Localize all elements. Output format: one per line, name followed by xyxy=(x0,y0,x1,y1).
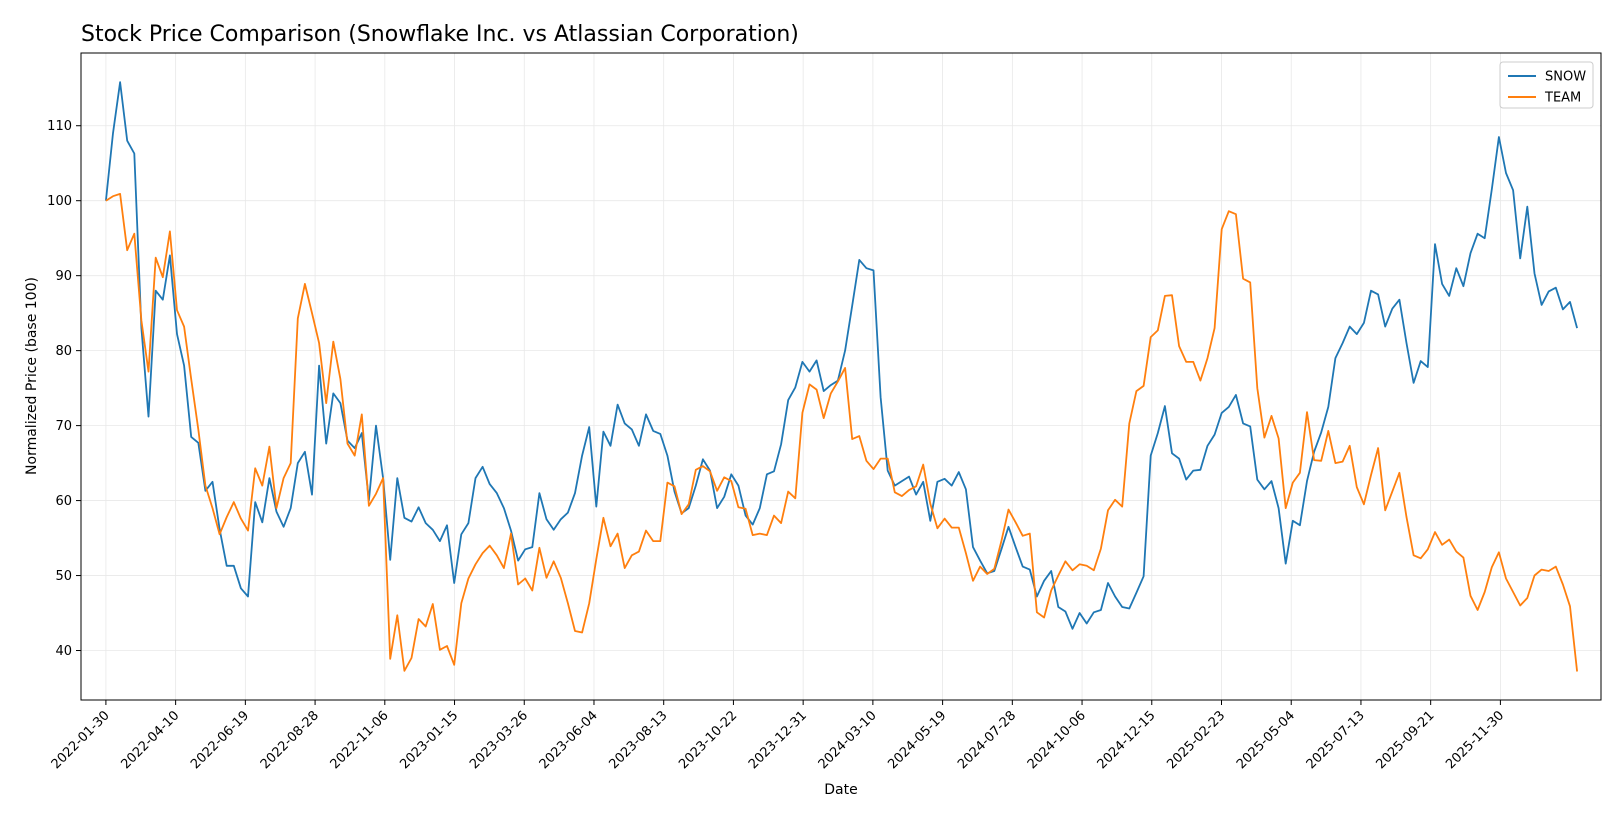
x-tick-label: 2025-05-04 xyxy=(1234,708,1298,772)
y-tick-label: 110 xyxy=(47,119,72,134)
x-tick-label: 2023-01-15 xyxy=(397,708,461,772)
x-tick-label: 2023-08-13 xyxy=(606,708,670,772)
legend-label-team: TEAM xyxy=(1544,91,1581,106)
plot-area xyxy=(80,52,1602,701)
x-tick-label: 2024-10-06 xyxy=(1025,708,1089,772)
x-tick-label: 2024-03-10 xyxy=(816,708,880,772)
y-axis-label: Normalized Price (base 100) xyxy=(24,277,40,475)
x-tick-label: 2025-09-21 xyxy=(1373,708,1437,772)
grid xyxy=(81,53,1601,700)
y-tick-label: 70 xyxy=(55,419,72,434)
y-tick-label: 40 xyxy=(55,644,72,659)
y-tick-label: 100 xyxy=(47,194,72,209)
series-line-team xyxy=(105,192,1578,672)
x-tick-label: 2022-01-30 xyxy=(49,708,113,772)
series-line-snow xyxy=(105,81,1578,630)
x-tick-label: 2022-06-19 xyxy=(188,708,252,772)
y-tick-label: 60 xyxy=(55,494,72,509)
x-tick-label: 2023-03-26 xyxy=(467,708,531,772)
y-tick-label: 80 xyxy=(55,344,72,359)
y-tick-label: 50 xyxy=(55,569,72,584)
series-lines xyxy=(105,81,1578,672)
legend: SNOW TEAM xyxy=(1499,61,1594,109)
x-tick-label: 2022-04-10 xyxy=(118,708,182,772)
x-tick-label: 2024-07-28 xyxy=(955,708,1019,772)
x-tick-label: 2022-11-06 xyxy=(328,708,392,772)
x-tick-label: 2023-06-04 xyxy=(537,708,601,772)
x-tick-label: 2022-08-28 xyxy=(258,708,322,772)
x-tick-label: 2023-10-22 xyxy=(676,708,740,772)
x-tick-label: 2025-11-30 xyxy=(1443,708,1507,772)
x-axis-label: Date xyxy=(824,782,857,798)
x-tick-label: 2024-12-15 xyxy=(1095,708,1159,772)
chart-title: Stock Price Comparison (Snowflake Inc. v… xyxy=(81,22,799,47)
legend-label-snow: SNOW xyxy=(1545,70,1586,85)
x-tick-label: 2025-07-13 xyxy=(1304,708,1368,772)
y-tick-label: 90 xyxy=(55,269,72,284)
x-tick-label: 2025-02-23 xyxy=(1164,708,1228,772)
x-tick-label: 2023-12-31 xyxy=(746,708,810,772)
x-tick-label: 2024-05-19 xyxy=(885,708,949,772)
